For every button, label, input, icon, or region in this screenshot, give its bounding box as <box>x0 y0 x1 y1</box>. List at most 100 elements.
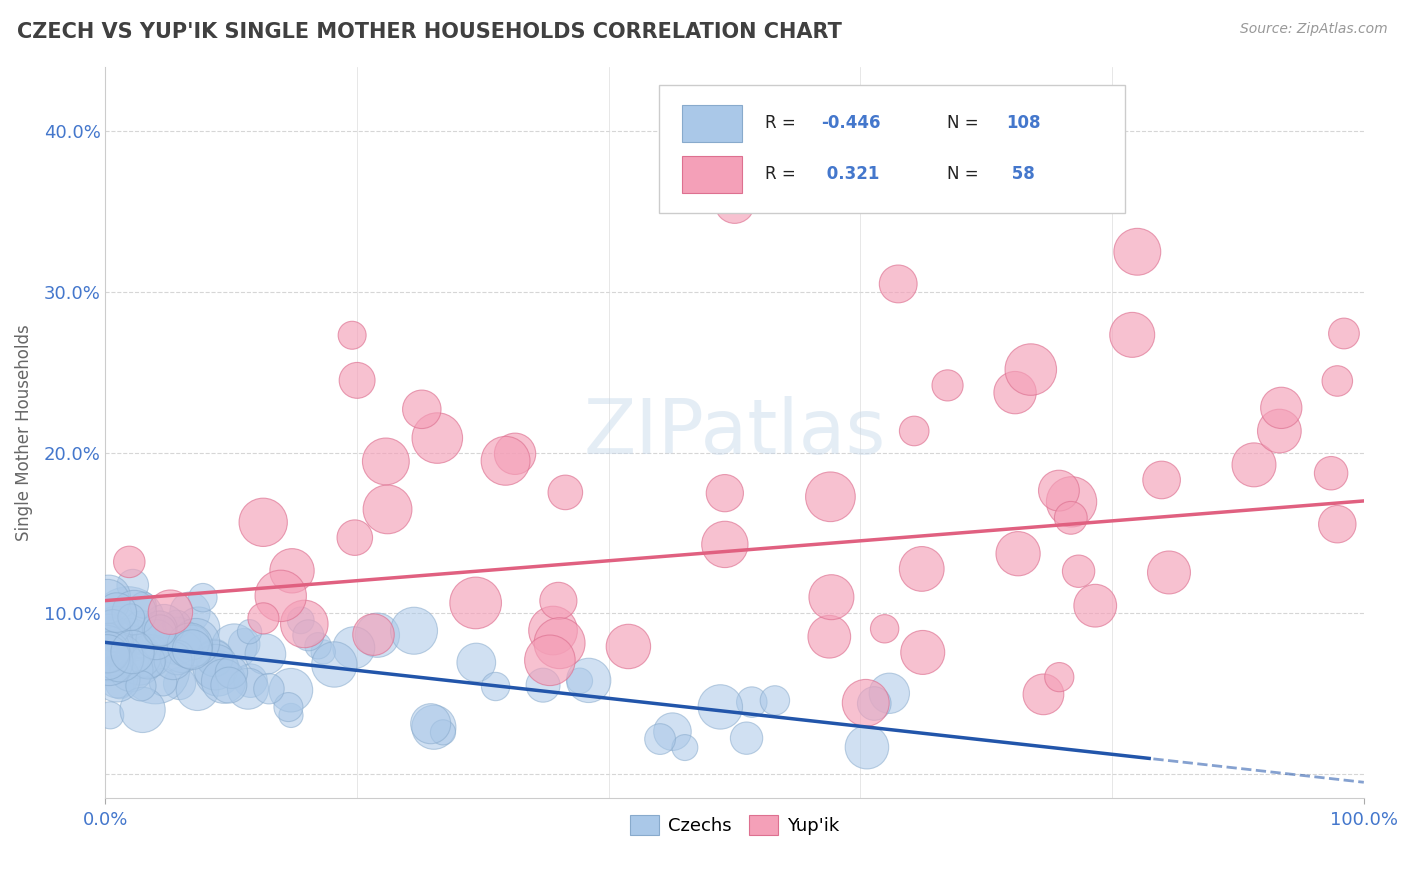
Point <box>855 696 877 710</box>
Point <box>120 610 142 624</box>
Point <box>122 606 145 620</box>
Text: 0.321: 0.321 <box>821 165 880 184</box>
Point <box>143 663 166 677</box>
Point <box>121 578 143 592</box>
Point <box>128 657 150 671</box>
Point <box>108 677 131 691</box>
Y-axis label: Single Mother Households: Single Mother Households <box>14 325 32 541</box>
Point <box>548 636 571 650</box>
Point <box>709 700 731 714</box>
Point <box>97 629 120 643</box>
Point <box>117 617 139 632</box>
Text: N =: N = <box>948 165 984 184</box>
Text: ZIPatlas: ZIPatlas <box>583 396 886 469</box>
Point <box>191 591 214 605</box>
Point <box>138 648 160 663</box>
Point <box>270 589 292 603</box>
Point <box>1320 467 1343 481</box>
Text: R =: R = <box>765 165 801 184</box>
Point <box>187 622 209 636</box>
Point <box>233 637 256 651</box>
Point <box>818 630 841 644</box>
Point <box>554 485 576 500</box>
Point <box>162 654 184 668</box>
Point <box>1126 244 1149 259</box>
Point <box>132 627 155 641</box>
Point <box>96 646 118 660</box>
Point <box>212 674 235 689</box>
Point <box>763 693 786 707</box>
Point <box>202 650 225 665</box>
Point <box>118 555 141 569</box>
Point <box>290 613 312 627</box>
Point <box>673 740 696 755</box>
Point <box>343 640 366 655</box>
Point <box>1268 424 1291 438</box>
Point <box>277 700 299 714</box>
Point <box>568 673 591 688</box>
FancyBboxPatch shape <box>682 156 742 193</box>
Point <box>617 640 640 654</box>
Point <box>221 665 243 680</box>
Point <box>239 673 262 688</box>
Point <box>98 631 121 645</box>
Point <box>1326 374 1348 388</box>
Point <box>181 635 204 649</box>
Point <box>170 645 193 659</box>
Point <box>107 671 129 685</box>
Point <box>179 605 201 619</box>
Point <box>1047 483 1070 498</box>
Point <box>94 642 117 657</box>
Text: CZECH VS YUP'IK SINGLE MOTHER HOUSEHOLDS CORRELATION CHART: CZECH VS YUP'IK SINGLE MOTHER HOUSEHOLDS… <box>17 22 842 42</box>
Point <box>911 645 934 659</box>
Point <box>181 642 204 657</box>
Text: 58: 58 <box>1007 165 1035 184</box>
Point <box>120 663 142 677</box>
Point <box>820 590 842 604</box>
Point <box>105 622 128 636</box>
Point <box>166 617 188 632</box>
Point <box>105 606 128 620</box>
Point <box>863 697 886 711</box>
Point <box>377 502 399 516</box>
Point <box>1060 511 1083 525</box>
Text: 108: 108 <box>1007 114 1040 132</box>
Point <box>98 708 121 723</box>
Point <box>714 486 737 500</box>
Text: -0.446: -0.446 <box>821 114 882 132</box>
Point <box>887 277 910 291</box>
Point <box>423 720 446 734</box>
Point <box>281 564 304 578</box>
Point <box>538 653 561 667</box>
Point <box>96 633 118 648</box>
Point <box>426 431 449 445</box>
Point <box>166 633 188 648</box>
Point <box>118 627 141 641</box>
Point <box>101 620 124 634</box>
Point <box>252 611 274 625</box>
Point <box>465 656 488 670</box>
Point <box>186 682 208 697</box>
Point <box>134 648 156 663</box>
Point <box>100 644 122 658</box>
Legend: Czechs, Yup'ik: Czechs, Yup'ik <box>620 806 849 844</box>
Point <box>1007 547 1029 561</box>
Point <box>1060 495 1083 509</box>
Point <box>1150 473 1173 487</box>
Point <box>132 598 155 612</box>
Text: R =: R = <box>765 114 801 132</box>
Point <box>578 673 600 688</box>
Point <box>936 378 959 392</box>
Point <box>97 594 120 608</box>
Point <box>149 624 172 638</box>
Point <box>1032 687 1054 701</box>
Point <box>280 683 302 698</box>
Text: Source: ZipAtlas.com: Source: ZipAtlas.com <box>1240 22 1388 37</box>
Point <box>153 618 176 632</box>
Point <box>411 402 433 417</box>
Point <box>145 632 167 647</box>
Point <box>105 672 128 686</box>
Point <box>911 562 934 576</box>
Point <box>1121 327 1143 342</box>
Point <box>648 732 671 747</box>
